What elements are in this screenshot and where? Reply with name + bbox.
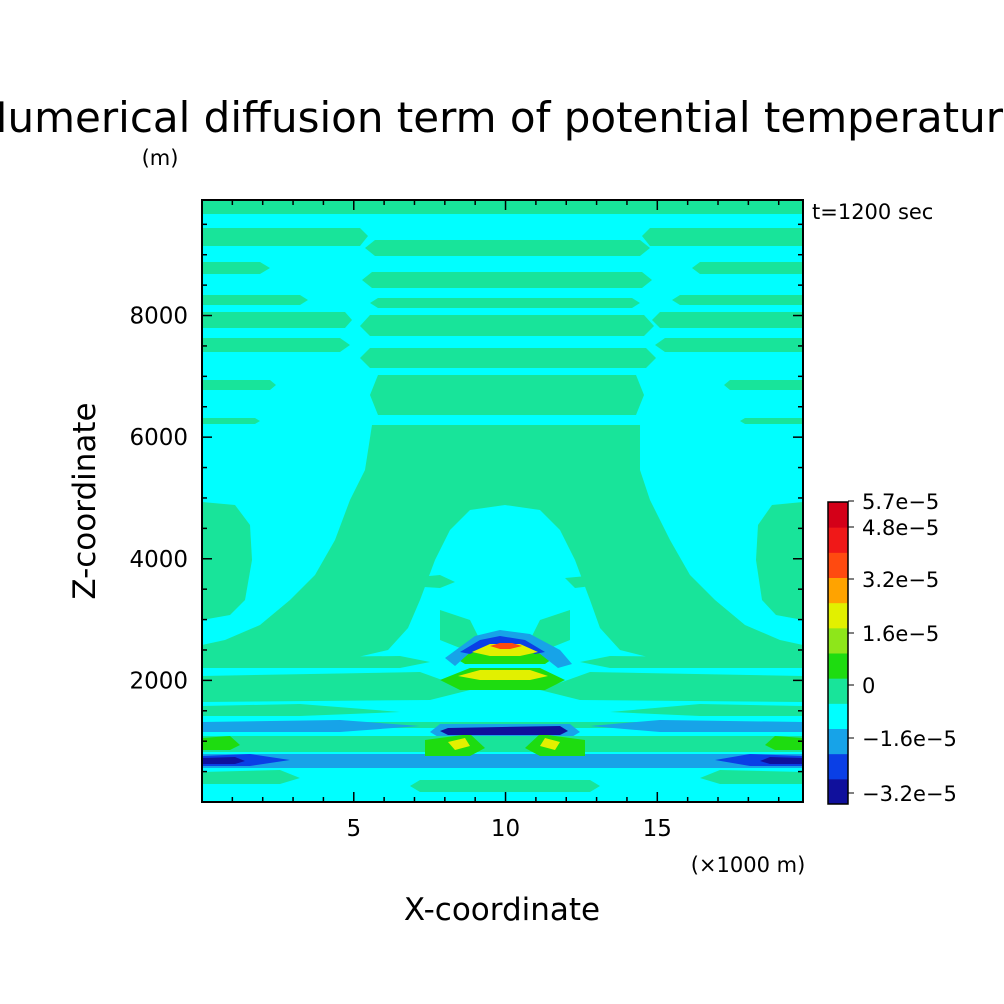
band-11 (360, 348, 656, 368)
neg-strong-center (440, 726, 568, 735)
band-12 (370, 375, 644, 415)
x-axis-unit: (×1000 m) (691, 853, 806, 877)
y-tick-label: 6000 (129, 425, 188, 451)
chart-title: Numerical diffusion term of potential te… (0, 93, 1004, 142)
neg-arc-outer (445, 630, 572, 668)
colorbar-label: 5.7e−5 (862, 490, 939, 514)
band-4 (202, 262, 803, 274)
title-unit: (m) (142, 146, 179, 170)
colorbar-swatch (828, 602, 848, 629)
colorbar-swatch (828, 653, 848, 679)
colorbar-frame (827, 501, 849, 805)
y-tick-label: 2000 (129, 668, 188, 694)
band-13 (202, 380, 803, 390)
colorbar-label: −3.2e−5 (862, 782, 957, 806)
y-tick-label: 4000 (129, 547, 188, 573)
band-3 (365, 240, 650, 256)
x-tick-label: 10 (491, 816, 520, 842)
pos-low-right (765, 736, 803, 750)
hi-low-right (540, 738, 560, 750)
colorbar-swatch (828, 577, 848, 604)
plot-frame (201, 199, 804, 803)
colorbar-label: 3.2e−5 (862, 568, 939, 592)
colorbar-swatch (828, 703, 848, 729)
band-low-6 (202, 770, 803, 784)
band-low-2 (202, 672, 803, 702)
band-5 (362, 272, 652, 288)
band-9 (360, 315, 654, 336)
y-axis-label: Z-coordinate (67, 402, 103, 599)
time-label: t=1200 sec (812, 200, 933, 224)
high-positive (448, 643, 560, 750)
band-6 (202, 295, 803, 305)
dome-left-patch (408, 575, 455, 588)
band-8 (202, 312, 803, 328)
right-edge-patch (756, 502, 803, 620)
neg-strong-right (760, 757, 803, 764)
colorbar-swatch (828, 552, 848, 578)
colorbar-swatch (828, 678, 848, 704)
negative-features (202, 630, 803, 766)
x-axis: 5 10 15 (231, 200, 780, 842)
band-top (202, 200, 803, 214)
colorbar: −3.2e−5 −1.6e−5 0 1.6e−5 3.2e−5 4.8e−55.7e−5 (827, 490, 957, 806)
band-low-5 (202, 736, 803, 752)
colorbar-swatch (828, 778, 848, 805)
y-axis: 2000 4000 6000 8000 (129, 223, 803, 773)
band-low-neg-3 (202, 754, 803, 768)
hi-low-left (448, 738, 470, 750)
band-low-neg-1 (202, 720, 803, 732)
colorbar-swatch (828, 753, 848, 780)
colorbar-label: 4.8e−5 (862, 516, 939, 540)
arch-structure (202, 425, 803, 662)
y-tick-label: 8000 (129, 304, 188, 330)
pos-low-left (202, 736, 240, 750)
contour-field (202, 200, 803, 802)
band-low-7 (410, 780, 600, 792)
colorbar-label: 0 (862, 674, 875, 698)
dome-right-patch (565, 575, 600, 588)
hi-lower-arc (458, 670, 548, 680)
x-axis-label: X-coordinate (404, 892, 600, 928)
colorbar-label: −1.6e−5 (862, 727, 957, 751)
band-2 (202, 228, 803, 246)
colorbar-swatch (828, 527, 848, 553)
band-low-1 (202, 656, 803, 668)
hi-peak (490, 643, 522, 649)
colorbar-swatch (828, 627, 848, 654)
left-edge-patch (202, 502, 252, 620)
band-10 (202, 338, 803, 352)
upper-bands (202, 200, 803, 424)
hi-dome-arc (472, 644, 538, 656)
neg-arc-inner (460, 636, 545, 654)
neg-strong-left (202, 757, 245, 764)
colorbar-label: 1.6e−5 (862, 622, 939, 646)
band-7 (370, 298, 640, 308)
colorbar-swatch (828, 728, 848, 755)
band-low-3 (202, 704, 803, 716)
colorbar-swatch (828, 502, 848, 528)
x-tick-label: 15 (643, 816, 672, 842)
x-tick-label: 5 (346, 816, 361, 842)
